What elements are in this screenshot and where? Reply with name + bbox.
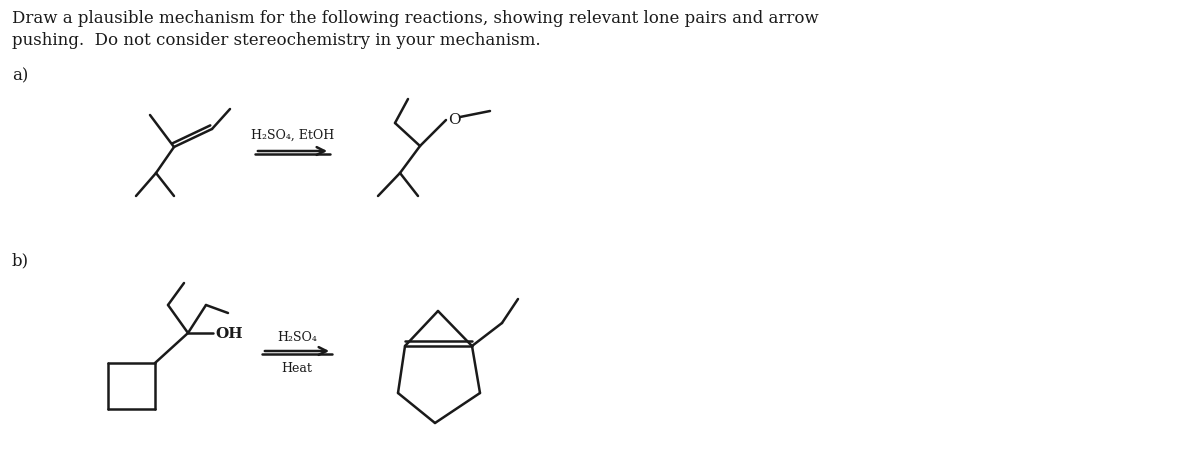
Text: H₂SO₄, EtOH: H₂SO₄, EtOH [251,129,334,142]
Text: OH: OH [215,326,242,340]
Text: O: O [448,113,461,127]
Text: H₂SO₄: H₂SO₄ [277,330,317,343]
Text: Heat: Heat [282,361,312,374]
Text: a): a) [12,67,29,84]
Text: Draw a plausible mechanism for the following reactions, showing relevant lone pa: Draw a plausible mechanism for the follo… [12,10,818,27]
Text: pushing.  Do not consider stereochemistry in your mechanism.: pushing. Do not consider stereochemistry… [12,32,541,49]
Text: b): b) [12,252,29,268]
